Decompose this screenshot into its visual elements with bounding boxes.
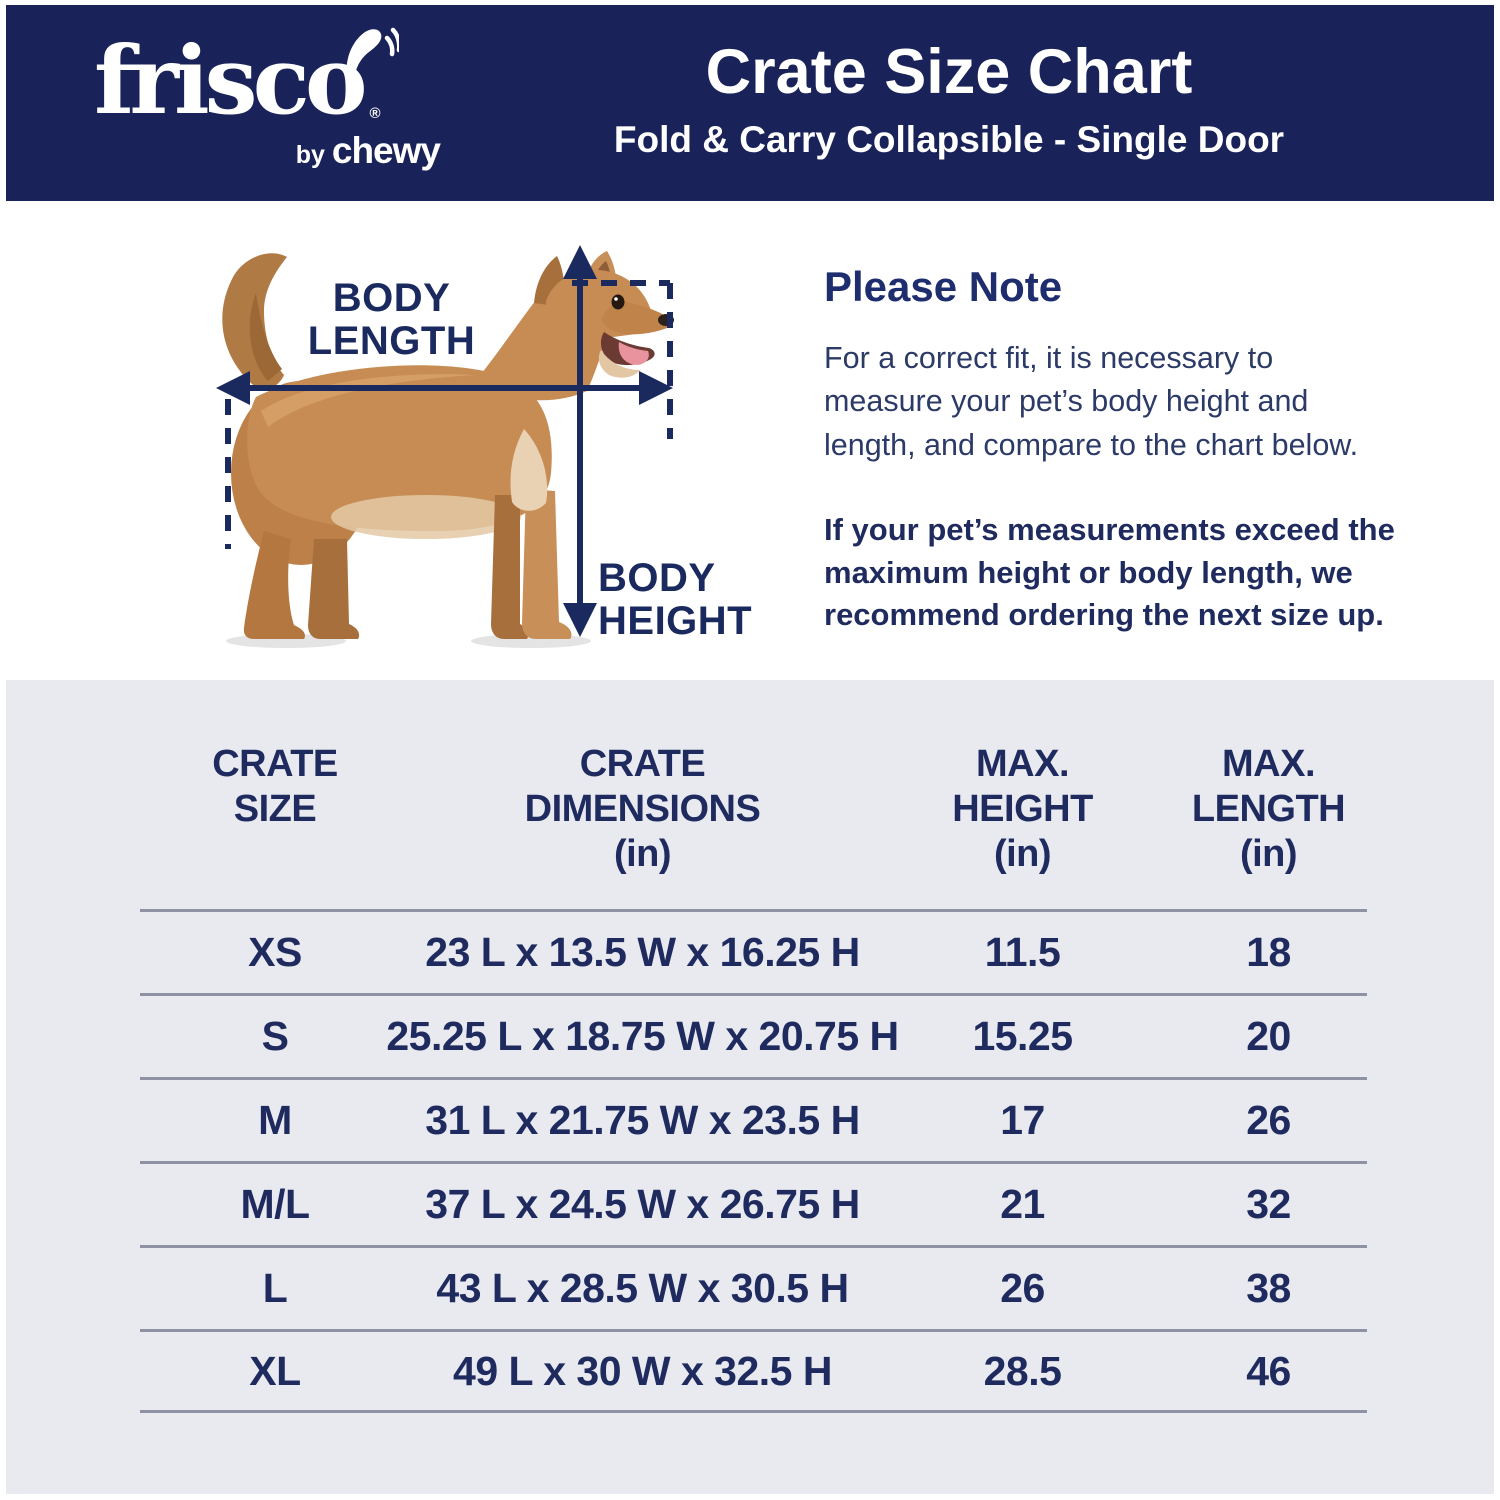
column-header-crate-size: CRATE SIZE xyxy=(212,743,338,830)
table-row-xs: XS 23 L x 13.5 W x 16.25 H 11.5 18 xyxy=(140,909,1367,993)
table-row-m: M 31 L x 21.75 W x 23.5 H 17 26 xyxy=(140,1077,1367,1161)
dog-rear-leg xyxy=(243,531,305,639)
dog-front-leg xyxy=(522,489,572,639)
dog-eye xyxy=(611,294,625,310)
cell-max-height: 15.25 xyxy=(972,1013,1073,1059)
cell-dimensions: 37 L x 24.5 W x 26.75 H xyxy=(425,1181,860,1227)
table-row-l: L 43 L x 28.5 W x 30.5 H 26 38 xyxy=(140,1245,1367,1329)
cell-max-height: 11.5 xyxy=(984,929,1061,975)
column-header-crate-dimensions: CRATE DIMENSIONS (in) xyxy=(524,743,761,875)
cell-size: M/L xyxy=(240,1181,310,1227)
cell-max-length: 46 xyxy=(1246,1347,1291,1394)
page-title: Crate Size Chart xyxy=(705,36,1193,107)
cell-size: M xyxy=(258,1097,292,1143)
column-header-max-height: MAX. HEIGHT (in) xyxy=(952,743,1093,875)
cell-max-length: 38 xyxy=(1246,1265,1291,1311)
cell-dimensions: 43 L x 28.5 W x 30.5 H xyxy=(436,1265,849,1311)
cell-max-length: 32 xyxy=(1246,1181,1291,1227)
cell-max-height: 17 xyxy=(1000,1097,1045,1143)
dog-muzzle xyxy=(602,301,672,335)
cell-size: XS xyxy=(248,929,302,975)
cell-max-height: 28.5 xyxy=(983,1347,1062,1394)
cell-dimensions: 25.25 L x 18.75 W x 20.75 H xyxy=(386,1013,899,1059)
registered-mark: ® xyxy=(369,105,381,122)
dog-measurement-illustration xyxy=(216,245,674,648)
chewy-logo-text: chewy xyxy=(331,130,441,171)
frisco-logo-text: frisco xyxy=(94,26,368,136)
body-length-line2: LENGTH xyxy=(307,319,476,364)
dog-tongue xyxy=(618,342,649,365)
byline-by: by xyxy=(295,141,325,169)
cell-max-length: 20 xyxy=(1246,1013,1291,1059)
page-subtitle: Fold & Carry Collapsible - Single Door xyxy=(613,119,1285,161)
measurement-diagram-section: BODY LENGTH BODY HEIGHT Please Note For … xyxy=(6,201,1494,680)
table-row-s: S 25.25 L x 18.75 W x 20.75 H 15.25 20 xyxy=(140,993,1367,1077)
dog-body xyxy=(247,365,552,531)
cell-size: L xyxy=(262,1265,288,1311)
frisco-logo: frisco ® by chewy xyxy=(6,27,514,172)
cell-size: XL xyxy=(249,1347,301,1394)
frisco-wordmark: frisco ® xyxy=(94,27,399,128)
cell-size: S xyxy=(261,1013,289,1059)
cell-max-length: 18 xyxy=(1246,929,1291,975)
header-titles: Crate Size Chart Fold & Carry Collapsibl… xyxy=(514,39,1494,161)
cell-dimensions: 49 L x 30 W x 32.5 H xyxy=(453,1347,832,1394)
header-banner: frisco ® by chewy Crate Size Chart Fold … xyxy=(6,5,1494,201)
cell-max-length: 26 xyxy=(1246,1097,1291,1143)
please-note-block: Please Note For a correct fit, it is nec… xyxy=(824,263,1399,637)
note-heading: Please Note xyxy=(824,263,1063,310)
body-height-line2: HEIGHT xyxy=(598,599,753,644)
size-table-header: CRATE SIZE CRATE DIMENSIONS (in) MAX. HE… xyxy=(140,680,1367,909)
table-row-xl: XL 49 L x 30 W x 32.5 H 28.5 46 xyxy=(140,1329,1367,1413)
size-table-section: CRATE SIZE CRATE DIMENSIONS (in) MAX. HE… xyxy=(6,680,1494,1494)
note-paragraph-2: If your pet’s measurements exceed the ma… xyxy=(824,511,1395,633)
body-height-line1: BODY xyxy=(598,556,716,600)
cell-dimensions: 31 L x 21.75 W x 23.5 H xyxy=(425,1097,860,1143)
cell-max-height: 26 xyxy=(1000,1265,1045,1311)
cell-dimensions: 23 L x 13.5 W x 16.25 H xyxy=(425,929,860,975)
cell-max-height: 21 xyxy=(1000,1181,1045,1227)
body-height-label: BODY HEIGHT xyxy=(598,556,753,644)
table-row-ml: M/L 37 L x 24.5 W x 26.75 H 21 32 xyxy=(140,1161,1367,1245)
body-length-line1: BODY xyxy=(332,276,451,320)
logo-tail-icon xyxy=(346,27,399,78)
body-length-label: BODY LENGTH xyxy=(304,276,479,364)
column-header-max-length: MAX. LENGTH (in) xyxy=(1191,743,1346,875)
note-paragraph-1: For a correct fit, it is necessary to me… xyxy=(824,341,1359,462)
by-chewy-byline: by chewy xyxy=(140,130,441,172)
